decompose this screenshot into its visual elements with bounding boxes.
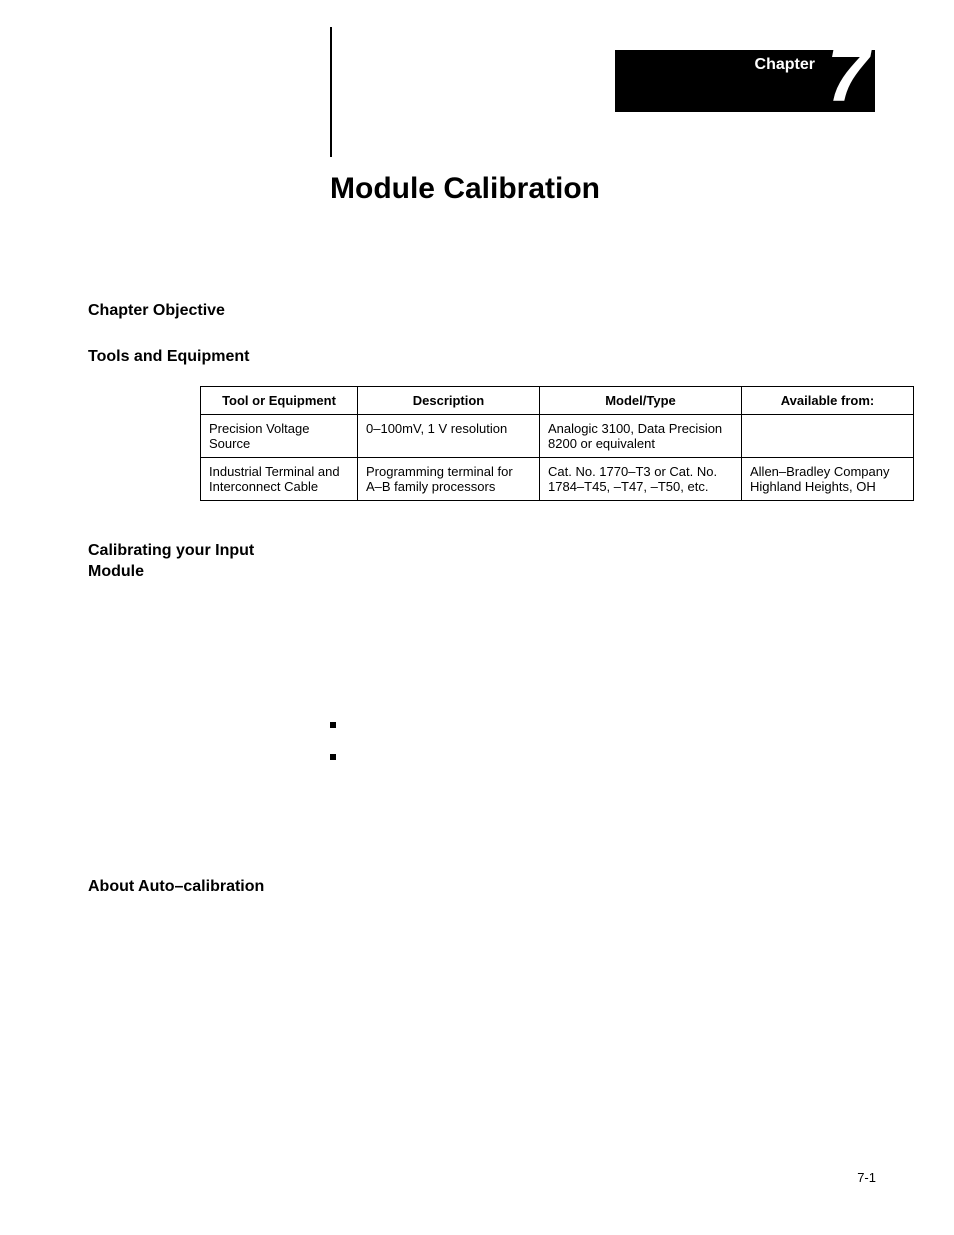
section-heading-objective: Chapter Objective: [88, 302, 225, 320]
cell-avail: Allen–Bradley Company Highland Heights, …: [742, 458, 914, 501]
col-header-model: Model/Type: [540, 387, 742, 415]
page-number: 7-1: [857, 1170, 876, 1185]
cell-tool: Industrial Terminal and Interconnect Cab…: [201, 458, 358, 501]
vertical-rule: [330, 27, 332, 157]
equipment-table: Tool or Equipment Description Model/Type…: [200, 386, 914, 501]
table-row: Precision Voltage Source 0–100mV, 1 V re…: [201, 415, 914, 458]
bullet-icon: [330, 722, 336, 728]
cell-avail: [742, 415, 914, 458]
col-header-desc: Description: [358, 387, 540, 415]
bullet-list: [330, 722, 336, 786]
col-header-tool: Tool or Equipment: [201, 387, 358, 415]
section-heading-tools: Tools and Equipment: [88, 348, 249, 366]
section-heading-calibrating: Calibrating your Input Module: [88, 541, 308, 583]
section-heading-autocal: About Auto–calibration: [88, 878, 264, 896]
bullet-icon: [330, 754, 336, 760]
page: Chapter 7 Module Calibration Chapter Obj…: [0, 0, 954, 1235]
cell-model: Analogic 3100, Data Precision 8200 or eq…: [540, 415, 742, 458]
page-title: Module Calibration: [330, 172, 600, 206]
cell-desc: Programming terminal for A–B family proc…: [358, 458, 540, 501]
table-row: Industrial Terminal and Interconnect Cab…: [201, 458, 914, 501]
cell-model: Cat. No. 1770–T3 or Cat. No. 1784–T45, –…: [540, 458, 742, 501]
col-header-avail: Available from:: [742, 387, 914, 415]
chapter-banner: Chapter 7: [615, 50, 875, 112]
chapter-label: Chapter: [755, 56, 815, 74]
cell-tool: Precision Voltage Source: [201, 415, 358, 458]
cell-desc: 0–100mV, 1 V resolution: [358, 415, 540, 458]
chapter-number: 7: [827, 38, 869, 114]
table-header-row: Tool or Equipment Description Model/Type…: [201, 387, 914, 415]
